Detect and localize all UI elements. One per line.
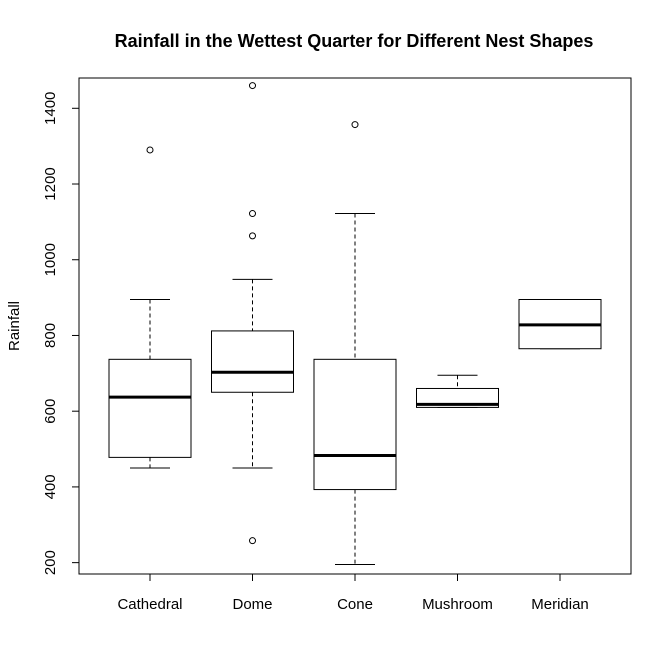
outlier-point	[146, 146, 154, 154]
outlier-point	[249, 82, 256, 90]
y-tick-label: 1400	[42, 92, 59, 125]
x-tick-label: Cathedral	[117, 596, 182, 613]
x-tick-label: Dome	[232, 596, 272, 613]
outlier-point	[249, 537, 256, 545]
iqr-box	[211, 330, 294, 393]
boxes-layer	[108, 82, 602, 566]
x-tick-label: Meridian	[531, 596, 589, 613]
iqr-box	[313, 358, 397, 491]
outlier-point	[351, 121, 359, 129]
outlier-point	[249, 210, 256, 218]
y-tick-label: 1000	[42, 243, 59, 276]
y-axis-label: Rainfall	[6, 301, 23, 351]
iqr-box	[416, 387, 499, 408]
box-cone	[313, 121, 397, 566]
box-mushroom	[416, 374, 499, 408]
box-dome	[211, 82, 294, 545]
x-tick-label: Cone	[337, 596, 373, 613]
y-tick-label: 200	[42, 550, 59, 575]
box-cathedral	[108, 146, 192, 469]
iqr-box	[108, 358, 192, 458]
y-tick-label: 800	[42, 323, 59, 348]
outlier-point	[249, 232, 256, 240]
y-tick-label: 400	[42, 474, 59, 499]
box-meridian	[518, 298, 602, 350]
chart-title: Rainfall in the Wettest Quarter for Diff…	[115, 31, 594, 51]
x-axis: Cathedral Dome Cone Mushroom Meridian	[117, 573, 589, 613]
y-axis: 200 400 600 800 1000 1200 1400	[42, 92, 80, 575]
y-tick-label: 600	[42, 399, 59, 424]
x-tick-label: Mushroom	[422, 596, 493, 613]
y-tick-label: 1200	[42, 167, 59, 200]
